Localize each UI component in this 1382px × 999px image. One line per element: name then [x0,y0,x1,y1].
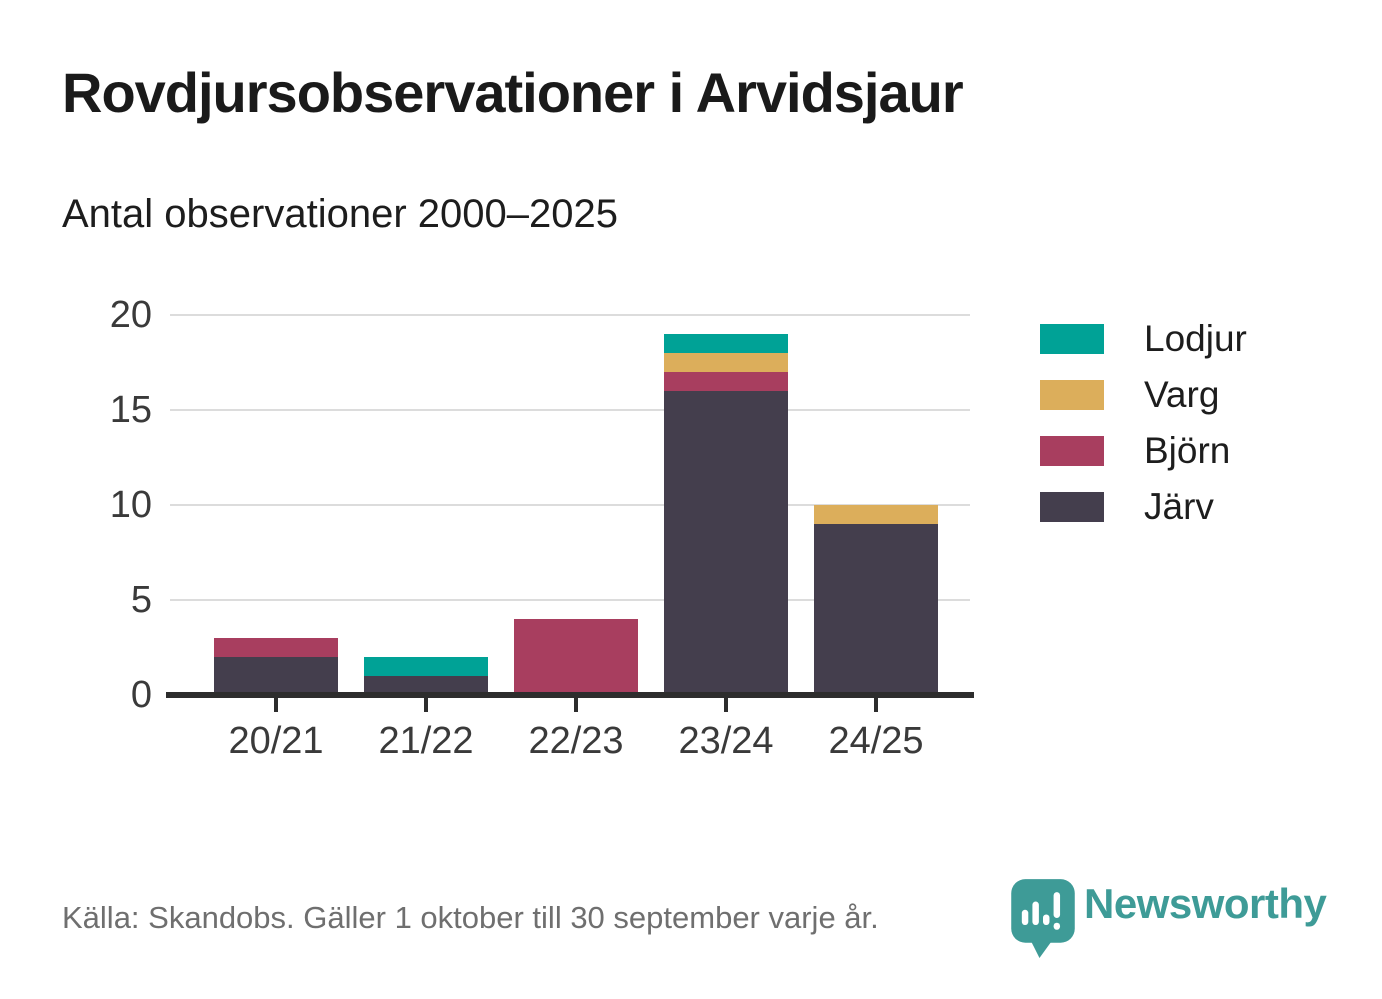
bar-segment-björn [514,619,638,695]
legend: Lodjur Varg Björn Järv [1040,318,1247,548]
legend-label: Björn [1144,430,1231,471]
y-axis-tick-label: 5 [130,579,152,621]
legend-swatch [1040,324,1104,354]
legend-swatch [1040,380,1104,410]
legend-swatch [1040,436,1104,466]
bar-segment-lodjur [364,657,488,676]
stacked-bar-23-24 [664,334,788,695]
bar-segment-varg [664,353,788,372]
x-axis-tick-label: 22/23 [528,720,624,762]
legend-item-lodjur: Lodjur [1040,318,1247,359]
x-axis-tick [724,698,728,712]
gridline [170,599,970,601]
page-title: Rovdjursobservationer i Arvidsjaur [62,61,964,124]
stacked-bar-20-21 [214,638,338,695]
y-axis-labels: 0 5 10 15 20 [58,296,152,714]
brand-logo: Newsworthy [1010,878,1327,958]
stacked-bar-21-22 [364,657,488,695]
x-axis-line [166,692,974,698]
newsworthy-bubble-icon [1011,879,1075,958]
bar-segment-järv [214,657,338,695]
x-axis-tick-label: 24/25 [828,720,924,762]
chart-subtitle: Antal observationer 2000–2025 [62,192,618,236]
bar-segment-varg [814,505,938,524]
bar-segment-björn [664,372,788,391]
gridline [170,409,970,411]
legend-label: Järv [1144,486,1214,527]
plot-area: 20/21 21/22 22/23 23/24 24/25 [166,314,974,762]
brand-wordmark: Newsworthy [1084,880,1327,927]
x-axis-tick [424,698,428,712]
y-axis-tick-label: 15 [109,389,152,431]
x-axis-tick [874,698,878,712]
legend-swatch [1040,492,1104,522]
legend-item-björn: Björn [1040,430,1247,471]
x-axis-tick-label: 23/24 [678,720,774,762]
gridline [170,314,970,316]
x-axis-tick [274,698,278,712]
bar-segment-järv [364,676,488,695]
stacked-bar-22-23 [514,619,638,695]
x-axis-tick-label: 20/21 [228,720,324,762]
x-axis-tick-label: 21/22 [378,720,474,762]
bar-segment-björn [214,638,338,657]
y-axis-tick-label: 10 [109,484,152,526]
stacked-bar-24-25 [814,505,938,695]
legend-label: Varg [1144,374,1220,415]
legend-label: Lodjur [1144,318,1247,359]
gridline [170,504,970,506]
bar-segment-lodjur [664,334,788,353]
y-axis-tick-label: 20 [109,294,152,336]
source-note: Källa: Skandobs. Gäller 1 oktober till 3… [62,900,879,935]
y-axis-tick-label: 0 [130,674,152,716]
bar-segment-järv [814,524,938,695]
legend-item-varg: Varg [1040,374,1247,415]
legend-item-järv: Järv [1040,486,1247,527]
bar-segment-järv [664,391,788,695]
x-axis-tick [574,698,578,712]
